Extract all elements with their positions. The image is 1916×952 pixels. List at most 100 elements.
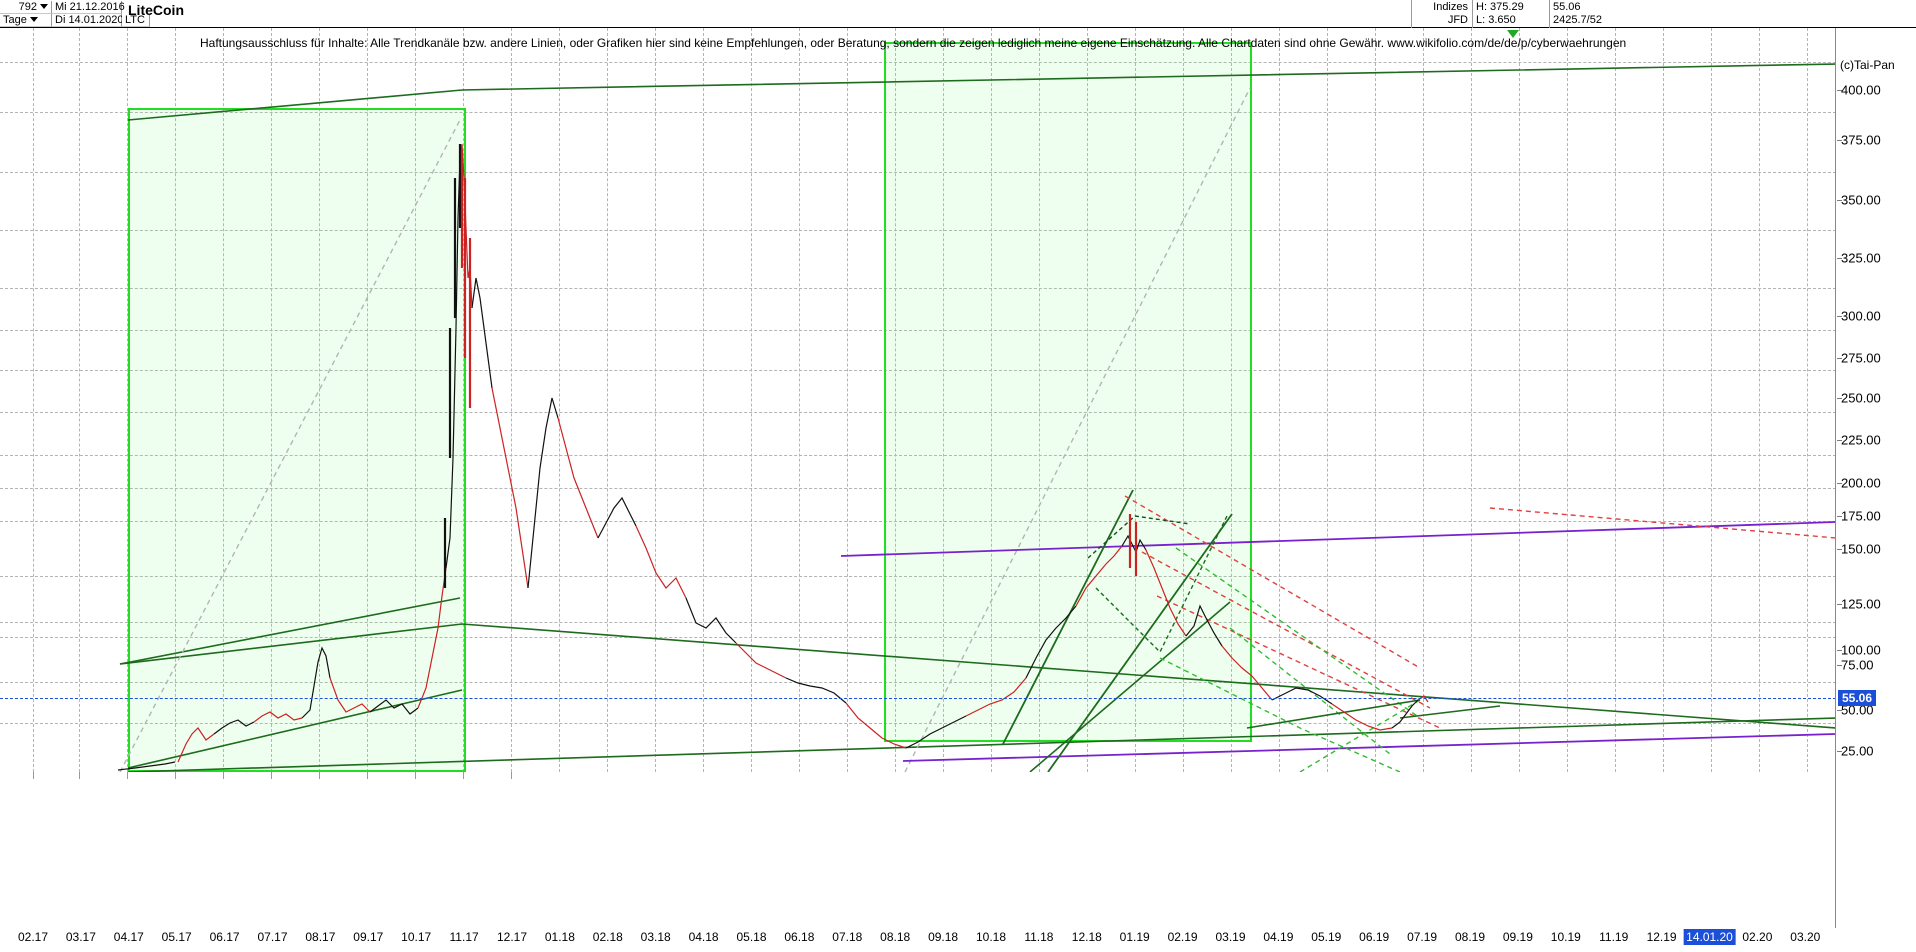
x-axis-label: 09.18	[928, 930, 959, 944]
price-axis-tickmark	[1837, 258, 1842, 259]
x-tick	[511, 772, 512, 779]
price-axis-label: 325.00	[1841, 250, 1881, 266]
x-tick	[33, 772, 34, 779]
price-axis-label: 175.00	[1841, 508, 1881, 524]
x-axis-label: 03.20	[1790, 930, 1821, 944]
x-axis-label: 05.17	[161, 930, 192, 944]
x-axis-label: 07.17	[257, 930, 288, 944]
x-axis-label: 08.18	[880, 930, 911, 944]
x-axis-label: 06.18	[784, 930, 815, 944]
bars-count-value: 792	[18, 1, 37, 13]
price-axis-label: 350.00	[1841, 192, 1881, 208]
divider-1	[1411, 0, 1412, 28]
x-tick	[79, 772, 80, 779]
x-axis-label-current: 14.01.20	[1683, 929, 1736, 945]
price-axis-label: 25.00	[1841, 743, 1874, 759]
price-axis-label: 200.00	[1841, 475, 1881, 491]
toolbar: 792 Tage Mi 21.12.2016 Di 14.01.2020 LTC…	[0, 0, 1916, 28]
volume-value: 2425.7/52	[1553, 14, 1602, 26]
divider-2	[1472, 0, 1473, 28]
page-title: LiteCoin	[128, 2, 184, 18]
x-tick	[223, 772, 224, 779]
x-axis-label: 02.18	[592, 930, 623, 944]
price-axis-tickmark	[1837, 140, 1842, 141]
price-axis-label: 125.00	[1841, 596, 1881, 612]
disclaimer-text: Haftungsausschluss für Inhalte: Alle Tre…	[200, 36, 1627, 50]
x-axis-tick-strip	[0, 772, 1836, 781]
chevron-down-icon-2	[29, 17, 38, 23]
price-axis-tickmark	[1837, 200, 1842, 201]
price-axis-tickmark	[1837, 398, 1842, 399]
x-axis-labels: 02.17 03.17 04.17 05.17 06.17 07.17 08.17 09.17…	[0, 928, 1916, 952]
price-axis-tickmark	[1837, 549, 1842, 550]
price-axis-tickmark	[1837, 751, 1842, 752]
price-axis-tickmark	[1837, 316, 1842, 317]
price-axis-label: 375.00	[1841, 132, 1881, 148]
divider-3	[1549, 0, 1550, 28]
price-axis-label: 250.00	[1841, 390, 1881, 406]
chart-frame[interactable]	[0, 28, 1836, 928]
x-axis-label: 03.18	[640, 930, 671, 944]
x-tick	[271, 772, 272, 779]
interval-selector[interactable]: Tage	[0, 14, 52, 27]
price-axis-tickmark	[1837, 90, 1842, 91]
price-axis-tickmark	[1837, 358, 1842, 359]
date-from-field[interactable]: Mi 21.12.2016	[52, 1, 125, 14]
price-axis-tickmark	[1837, 650, 1842, 651]
x-axis-label: 03.19	[1215, 930, 1246, 944]
last-price-value: 55.06	[1553, 1, 1581, 13]
x-axis-label: 12.17	[496, 930, 528, 944]
candlestick-series	[117, 143, 1429, 771]
price-axis-label: 300.00	[1841, 308, 1881, 324]
plot-area[interactable]	[0, 28, 1835, 772]
interval-value: Tage	[3, 14, 27, 26]
x-axis-label: 02.17	[17, 930, 49, 944]
price-axis-label: 275.00	[1841, 350, 1881, 366]
x-axis-label: 09.19	[1502, 930, 1533, 944]
indices-group: Indizes JFD	[1414, 0, 1470, 28]
date-to-value: Di 14.01.2020	[55, 14, 124, 26]
x-axis-label: 08.19	[1454, 930, 1486, 944]
provider-label: JFD	[1447, 14, 1468, 26]
x-tick	[175, 772, 176, 779]
price-axis-tickmark	[1837, 483, 1842, 484]
x-tick	[319, 772, 320, 779]
x-axis-label: 12.19	[1646, 930, 1677, 944]
last-price-group: 55.06 2425.7/52	[1553, 0, 1633, 28]
x-axis-label: 05.18	[736, 930, 767, 944]
chevron-down-icon	[40, 4, 48, 10]
x-axis-label: 09.17	[353, 930, 384, 944]
x-axis-label: 10.18	[975, 930, 1007, 944]
current-price-line	[0, 698, 1835, 699]
x-axis-label: 10.17	[401, 930, 432, 944]
bars-count-selector[interactable]: 792	[0, 1, 52, 14]
price-axis[interactable]: (c)Tai-Pan 400.00 375.00 350.00 325.00 300.0…	[1837, 28, 1916, 928]
price-axis-tickmark	[1837, 516, 1842, 517]
x-axis-label: 11.18	[1024, 930, 1054, 944]
x-axis-label: 11.17	[449, 930, 479, 944]
x-axis-label: 02.20	[1742, 930, 1773, 944]
x-axis-label: 05.19	[1311, 930, 1342, 944]
x-tick	[415, 772, 416, 779]
x-axis-label: 07.19	[1407, 930, 1438, 944]
ticker-value: LTC	[125, 14, 145, 26]
x-axis-label: 06.19	[1359, 930, 1390, 944]
high-label: H: 375.29	[1476, 1, 1524, 13]
x-axis-label: 04.18	[688, 930, 719, 944]
x-axis-label: 06.17	[209, 930, 240, 944]
x-axis-label: 07.18	[832, 930, 863, 944]
ticker-field[interactable]: LTC	[122, 14, 150, 27]
price-axis-tickmark	[1837, 604, 1842, 605]
current-price-badge: 55.06	[1838, 690, 1877, 706]
x-axis-label: 03.17	[65, 930, 96, 944]
price-axis-tickmark	[1837, 440, 1842, 441]
indices-label: Indizes	[1433, 1, 1468, 13]
x-axis-label: 01.19	[1119, 930, 1150, 944]
highlow-group: H: 375.29 L: 3.650	[1476, 0, 1546, 28]
x-axis-label: 01.18	[544, 930, 575, 944]
price-axis-tickmark	[1837, 710, 1842, 711]
date-to-field[interactable]: Di 14.01.2020	[52, 14, 124, 27]
price-series	[0, 28, 1835, 772]
x-tick	[367, 772, 368, 779]
x-axis-label: 10.19	[1550, 930, 1581, 944]
